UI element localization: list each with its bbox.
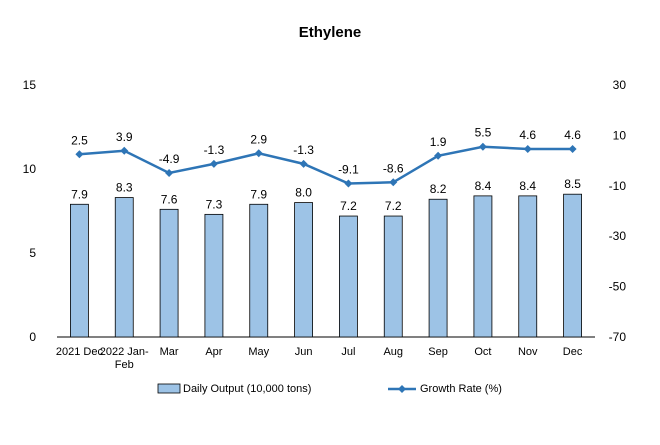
x-tick-label: Nov <box>518 346 538 358</box>
y-left-tick-label: 15 <box>23 78 37 92</box>
x-tick-label: Mar <box>160 346 179 358</box>
output-bar-label: 8.4 <box>475 179 492 193</box>
x-tick-label: Sep <box>428 346 448 358</box>
bars-layer <box>70 193 582 338</box>
legend-label-daily-output: Daily Output (10,000 tons) <box>183 383 311 395</box>
y-right-tick-label: -50 <box>609 280 627 294</box>
x-tick-label: May <box>248 346 269 358</box>
growth-rate-label: 3.9 <box>116 130 133 144</box>
data-labels-layer: 7.9 8.3 7.6 7.3 7.9 8.0 7.2 7.2 8.2 8.4 8.4 8.5 2.5 3… <box>71 126 581 213</box>
output-bar <box>70 203 89 338</box>
output-bar-label: 8.2 <box>430 182 447 196</box>
output-bar-label: 8.3 <box>116 181 133 195</box>
x-tick-label: Aug <box>383 346 403 358</box>
output-bar <box>294 202 313 338</box>
output-bar <box>428 198 448 338</box>
legend-swatch-daily-output <box>157 383 181 394</box>
growth-rate-line <box>79 145 573 185</box>
output-bar-label: 7.9 <box>71 187 88 201</box>
output-bar-label: 7.6 <box>161 192 178 206</box>
growth-rate-marker <box>434 151 443 160</box>
output-bar <box>383 215 403 338</box>
output-bar-label: 7.9 <box>250 187 267 201</box>
output-bar <box>249 203 269 338</box>
output-bar <box>339 215 358 338</box>
y-left-tick-label: 5 <box>29 246 36 260</box>
output-bar-label: 8.0 <box>295 186 312 200</box>
output-bar-label: 7.2 <box>385 199 402 213</box>
growth-rate-marker <box>165 168 174 177</box>
growth-rate-label: -1.3 <box>293 143 314 157</box>
legend-swatch-growth-marker <box>398 385 406 393</box>
legend-label-growth-rate: Growth Rate (%) <box>420 383 502 395</box>
output-bar <box>159 208 179 338</box>
x-tick-label: 2022 Jan- <box>100 346 149 358</box>
y-right-tick-label: -30 <box>609 229 627 243</box>
output-bar <box>563 193 582 338</box>
y-left-tick-label: 0 <box>29 330 36 344</box>
y-left-tick-label: 10 <box>23 162 37 176</box>
growth-rate-label: 4.6 <box>519 128 536 142</box>
growth-rate-label: 1.9 <box>430 135 447 149</box>
x-tick-label-wrap: Feb <box>115 359 134 371</box>
growth-rate-marker <box>344 179 353 188</box>
x-tick-label: Dec <box>563 346 583 358</box>
growth-rate-marker <box>523 145 532 154</box>
growth-rate-label: 2.5 <box>71 133 88 147</box>
growth-rate-marker <box>389 178 398 187</box>
output-bar <box>114 197 134 338</box>
output-bar-label: 7.3 <box>206 197 223 211</box>
y-right-tick-label: 10 <box>613 128 627 142</box>
growth-rate-marker <box>120 146 129 155</box>
y-right-tick-label: -70 <box>609 330 627 344</box>
growth-rate-label: -1.3 <box>204 143 225 157</box>
output-bar-label: 8.4 <box>519 179 536 193</box>
growth-rate-marker <box>568 145 577 154</box>
output-bar-label: 7.2 <box>340 199 357 213</box>
growth-line-layer <box>75 142 577 188</box>
output-bar <box>518 195 538 338</box>
y-right-tick-label: -10 <box>609 179 627 193</box>
x-tick-label: Jun <box>295 346 313 358</box>
growth-rate-marker <box>209 159 218 168</box>
growth-rate-label: -4.9 <box>159 152 180 166</box>
growth-rate-label: -8.6 <box>383 161 404 175</box>
output-bar <box>473 195 493 338</box>
x-tick-label: Oct <box>474 346 491 358</box>
x-tick-label: Jul <box>341 346 355 358</box>
growth-rate-label: 5.5 <box>475 126 492 140</box>
output-bar-label: 8.5 <box>564 177 581 191</box>
x-tick-label: 2021 Dec <box>56 346 104 358</box>
chart-title: Ethylene <box>299 24 362 41</box>
growth-rate-marker <box>299 159 308 168</box>
output-bar <box>204 213 224 338</box>
x-tick-label: Apr <box>205 346 222 358</box>
growth-rate-label: 2.9 <box>250 132 267 146</box>
growth-rate-label: -9.1 <box>338 163 359 177</box>
legend: Daily Output (10,000 tons) Growth Rate (… <box>157 383 502 395</box>
growth-rate-marker <box>254 149 263 158</box>
growth-rate-marker <box>478 142 487 151</box>
growth-rate-label: 4.6 <box>564 128 581 142</box>
y-right-tick-label: 30 <box>613 78 627 92</box>
growth-rate-marker <box>75 150 84 159</box>
